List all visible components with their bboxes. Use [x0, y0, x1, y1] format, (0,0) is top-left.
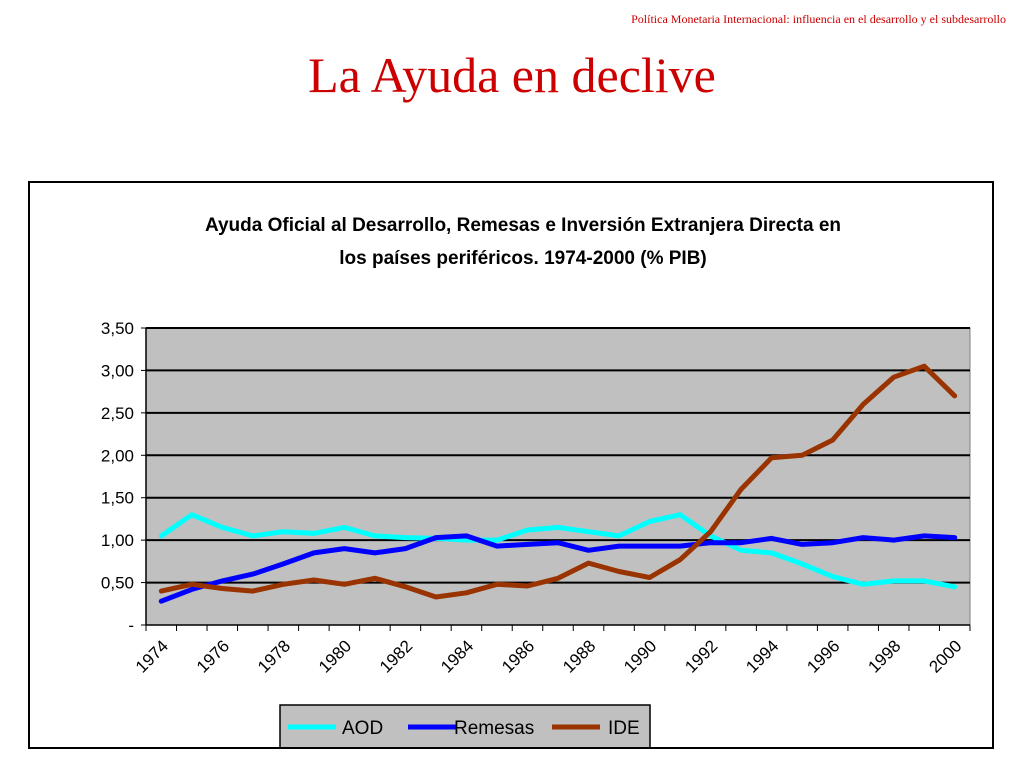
legend-label-aod: AOD [342, 718, 383, 739]
line-chart: Ayuda Oficial al Desarrollo, Remesas e I… [101, 215, 971, 747]
y-tick-label: 1,50 [101, 489, 134, 508]
header-note: Política Monetaria Internacional: influe… [631, 12, 1006, 26]
x-tick-label: 1986 [498, 636, 538, 676]
x-tick-label: 1996 [803, 636, 843, 676]
legend-label-remesas: Remesas [454, 718, 534, 739]
series-line-remesas [158, 533, 958, 604]
legend-label-ide: IDE [608, 718, 640, 739]
page-title: La Ayuda en declive [308, 47, 716, 103]
x-tick-label: 2000 [925, 636, 965, 676]
chart-frame: Ayuda Oficial al Desarrollo, Remesas e I… [28, 181, 994, 749]
y-tick-label: 1,00 [101, 531, 134, 550]
y-tick-label: 3,00 [101, 361, 134, 380]
series-line-ide [158, 363, 958, 600]
x-tick-label: 1980 [315, 636, 355, 676]
x-tick-label: 1988 [559, 636, 599, 676]
x-tick-label: 1998 [864, 636, 904, 676]
x-tick-label: 1978 [254, 636, 294, 676]
y-tick-label: 2,50 [101, 404, 134, 423]
y-tick-label: 2,00 [101, 446, 134, 465]
chart-title-line2: los países periféricos. 1974-2000 (% PIB… [339, 248, 707, 269]
x-tick-label: 1984 [437, 636, 477, 676]
x-tick-label: 1994 [742, 636, 782, 676]
x-tick-label: 1976 [193, 636, 233, 676]
x-tick-label: 1982 [376, 636, 416, 676]
x-tick-label: 1992 [681, 636, 721, 676]
series-line-aod [158, 512, 958, 590]
chart-title-line1: Ayuda Oficial al Desarrollo, Remesas e I… [205, 215, 841, 236]
x-tick-label: 1990 [620, 636, 660, 676]
y-tick-label: - [128, 616, 134, 635]
x-tick-label: 1974 [132, 636, 172, 676]
y-tick-label: 0,50 [101, 574, 134, 593]
y-tick-label: 3,50 [101, 319, 134, 338]
